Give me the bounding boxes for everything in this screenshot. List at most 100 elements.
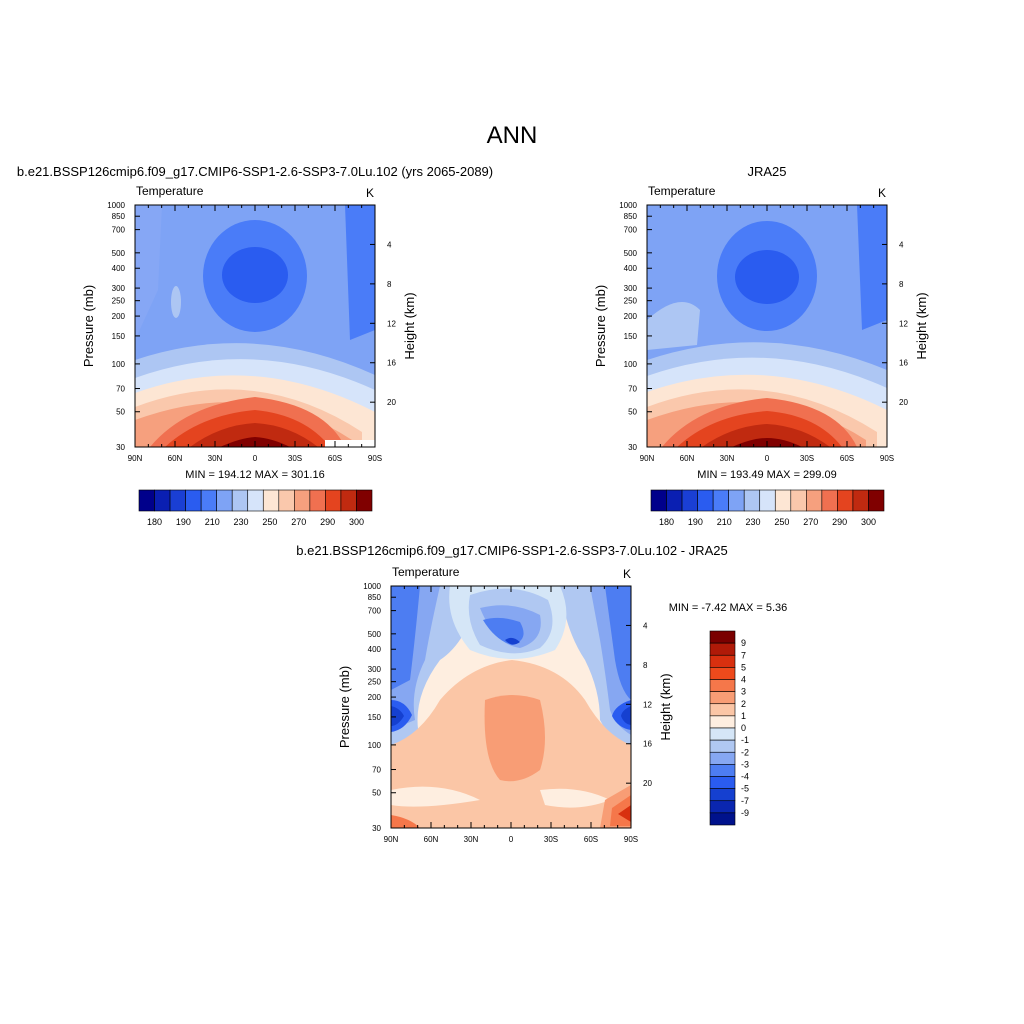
colorbar-label: 190 [688, 517, 703, 527]
colorbar-label: 9 [741, 638, 746, 648]
colorbar-label: 290 [320, 517, 335, 527]
colorbar-swatch [774, 489, 792, 512]
colorbar-swatch [697, 489, 714, 512]
y2-tick-label: 4 [899, 240, 904, 249]
colorbar-swatch [852, 489, 869, 512]
y-tick-label: 700 [112, 226, 126, 235]
y-tick-label: 200 [368, 693, 382, 702]
y-tick-label: 150 [112, 332, 126, 341]
colorbar-label: 190 [176, 517, 191, 527]
colorbar-swatch [309, 489, 326, 512]
variable-label: Temperature [136, 184, 204, 198]
variable-label: Temperature [648, 184, 716, 198]
x-tick-label: 30S [288, 454, 302, 463]
y2-tick-label: 20 [899, 398, 908, 407]
y-tick-label: 150 [368, 713, 382, 722]
colorbar-swatch [325, 489, 342, 512]
x-tick-label: 60N [680, 454, 695, 463]
axes: 90N 60N 30N 0 30S 60S 90S 30 50 70 100 150 200 250 300… [619, 201, 908, 463]
y-tick-label: 50 [372, 789, 381, 798]
colorbar-swatch [231, 489, 249, 512]
colorbar: 9 7 5 4 3 2 1 0 -1 -2 -3 -4 -5 -7 -9 [709, 630, 749, 826]
panel-title: b.e21.BSSP126cmip6.f09_g17.CMIP6-SSP1-2.… [296, 543, 727, 558]
x-tick-label: 30N [464, 835, 479, 844]
y-tick-label: 300 [624, 284, 638, 293]
colorbar-label: -7 [741, 796, 749, 806]
colorbar-label: -4 [741, 772, 749, 782]
y2-tick-label: 8 [387, 280, 392, 289]
colorbar-swatch [185, 489, 202, 512]
x-tick-label: 60S [328, 454, 342, 463]
y-tick-label: 30 [116, 443, 125, 452]
x-tick-label: 30S [544, 835, 558, 844]
units-label: K [623, 567, 631, 581]
colorbar-swatch [356, 489, 373, 512]
axes: 90N 60N 30N 0 30S 60S 90S 30 50 70 100 150 200 250 300… [107, 201, 396, 463]
y-tick-label: 400 [112, 264, 126, 273]
x-tick-label: 30S [800, 454, 814, 463]
colorbar-swatch [709, 691, 736, 705]
y-tick-label: 70 [372, 766, 381, 775]
y-tick-label: 400 [368, 645, 382, 654]
colorbar-swatch [709, 715, 736, 729]
colorbar-label: 2 [741, 699, 746, 709]
y-tick-label: 300 [368, 665, 382, 674]
x-tick-label: 90S [368, 454, 382, 463]
y-tick-label: 850 [624, 212, 638, 221]
colorbar-swatch [709, 703, 736, 717]
colorbar-swatch [709, 667, 736, 680]
colorbar-swatch [709, 800, 736, 814]
stats-label: MIN = 194.12 MAX = 301.16 [185, 469, 324, 481]
colorbar-swatch [154, 489, 171, 512]
colorbar-swatch [138, 489, 155, 512]
y-tick-label: 850 [368, 593, 382, 602]
y-tick-label: 100 [624, 360, 638, 369]
y-tick-label: 100 [112, 360, 126, 369]
contour-field [391, 586, 631, 828]
stats-label: MIN = -7.42 MAX = 5.36 [669, 602, 788, 614]
colorbar-swatch [709, 727, 736, 741]
y-tick-label: 30 [628, 443, 637, 452]
colorbar-label: 250 [774, 517, 789, 527]
colorbar-swatch [821, 489, 838, 512]
colorbar-label: -1 [741, 735, 749, 745]
y2-axis-label: Height (km) [914, 292, 929, 359]
colorbar-swatch [743, 489, 761, 512]
y-tick-label: 700 [624, 226, 638, 235]
x-tick-label: 30N [208, 454, 223, 463]
colorbar-swatch [169, 489, 186, 512]
x-tick-label: 0 [509, 835, 514, 844]
y-axis-label: Pressure (mb) [337, 666, 352, 748]
colorbar-swatch [262, 489, 280, 512]
colorbar-label: 180 [659, 517, 674, 527]
y2-tick-label: 4 [387, 240, 392, 249]
x-tick-label: 60N [168, 454, 183, 463]
colorbar-swatch [712, 489, 729, 512]
colorbar-swatch [681, 489, 698, 512]
y-tick-label: 1000 [619, 201, 637, 210]
y-axis-label: Pressure (mb) [81, 285, 96, 367]
axes: 90N 60N 30N 0 30S 60S 90S 30 50 70 100 150 200 250 300… [363, 582, 652, 844]
colorbar-swatch [709, 764, 736, 777]
colorbar-label: 210 [717, 517, 732, 527]
panel-title: JRA25 [747, 164, 786, 179]
y2-tick-label: 12 [643, 700, 652, 709]
colorbar-swatch [200, 489, 217, 512]
colorbar-label: 300 [349, 517, 364, 527]
y-tick-label: 200 [624, 312, 638, 321]
colorbar-label: 5 [741, 662, 746, 672]
panel-difference: b.e21.BSSP126cmip6.f09_g17.CMIP6-SSP1-2.… [296, 543, 787, 844]
y2-tick-label: 20 [387, 398, 396, 407]
colorbar-swatch [216, 489, 233, 512]
colorbar-label: 230 [746, 517, 761, 527]
colorbar-swatch [806, 489, 823, 512]
colorbar-swatch [247, 489, 264, 512]
y-tick-label: 250 [624, 297, 638, 306]
colorbar-label: 250 [262, 517, 277, 527]
colorbar-swatch [709, 654, 736, 668]
x-tick-label: 90S [880, 454, 894, 463]
y-tick-label: 50 [628, 408, 637, 417]
colorbar-swatch [709, 776, 736, 789]
colorbar-swatch [837, 489, 854, 512]
colorbar-swatch [294, 489, 311, 512]
